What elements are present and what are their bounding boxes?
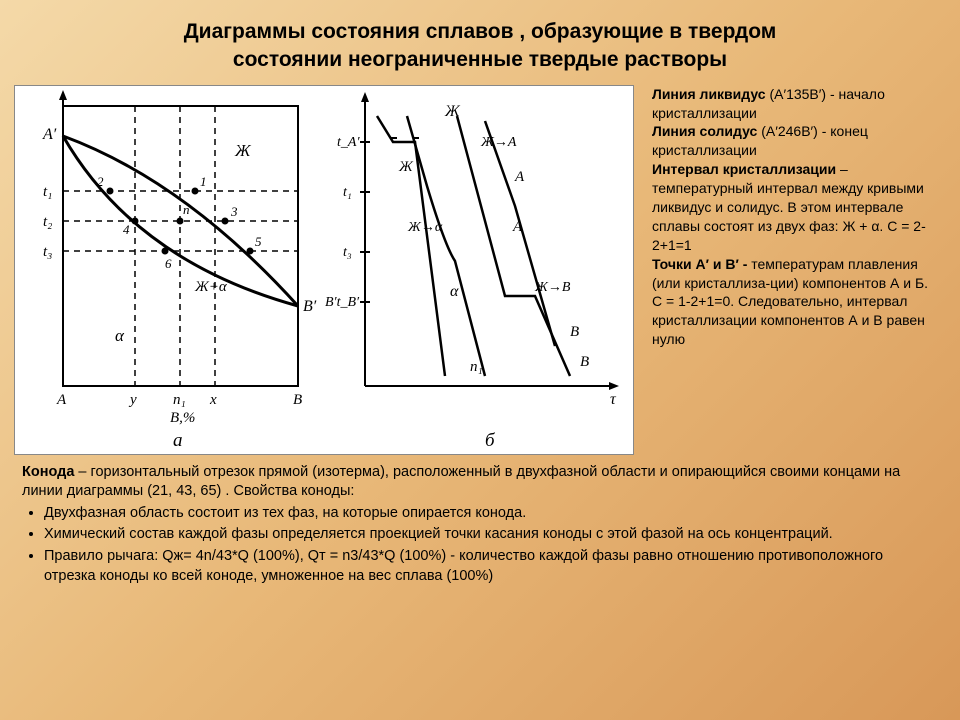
svg-text:t₃: t₃: [43, 244, 52, 260]
svg-text:Ж: Ж: [398, 159, 414, 175]
svg-text:б: б: [485, 430, 496, 451]
title-line-2: состоянии неограниченные твердые раствор…: [233, 48, 727, 71]
svg-text:t₃: t₃: [343, 245, 352, 260]
svg-text:5: 5: [255, 234, 262, 249]
svg-text:α: α: [115, 326, 125, 345]
svg-text:1: 1: [200, 174, 207, 189]
svg-text:t₂: t₂: [43, 214, 52, 230]
svg-text:Ж: Ж: [444, 103, 461, 120]
svg-text:A: A: [56, 392, 67, 408]
svg-text:A: A: [514, 169, 525, 185]
liquidus-label: Линия ликвидус: [652, 86, 766, 102]
svg-text:t_A′: t_A′: [337, 135, 360, 150]
svg-text:В: В: [570, 324, 579, 340]
side-p5: С = 1-2+1=0. Следовательно, интервал кри…: [652, 293, 925, 347]
svg-text:n₁: n₁: [470, 359, 483, 375]
svg-text:В: В: [580, 354, 589, 370]
bullet-1: Двухфазная область состоит из тех фаз, н…: [44, 504, 938, 524]
svg-text:α: α: [450, 283, 459, 300]
svg-text:Ж+α: Ж+α: [194, 279, 228, 295]
svg-text:3: 3: [230, 204, 238, 219]
svg-text:Ж→A: Ж→A: [480, 135, 517, 150]
bullet-2: Химический состав каждой фазы определяет…: [44, 525, 938, 545]
bottom-text: Конода – горизонтальный отрезок прямой (…: [0, 455, 960, 586]
svg-text:4: 4: [123, 222, 130, 237]
points-label: Точки А′ и В′ -: [652, 256, 747, 272]
svg-text:Ж→В: Ж→В: [534, 280, 571, 295]
svg-text:Ж→α: Ж→α: [407, 220, 443, 235]
svg-text:2: 2: [97, 174, 104, 189]
svg-text:A: A: [512, 219, 523, 235]
svg-text:B′: B′: [303, 298, 317, 315]
svg-text:t₁: t₁: [43, 184, 52, 200]
svg-text:t₁: t₁: [343, 185, 352, 200]
svg-text:B: B: [293, 392, 302, 408]
svg-text:n: n: [183, 202, 190, 217]
konoda-bullets: Двухфазная область состоит из тех фаз, н…: [22, 504, 938, 586]
svg-text:τ: τ: [610, 391, 617, 408]
svg-text:x: x: [209, 392, 217, 408]
svg-text:В,%: В,%: [170, 410, 195, 426]
svg-text:A′: A′: [42, 126, 57, 143]
solidus-label: Линия солидус: [652, 123, 757, 139]
svg-text:а: а: [173, 430, 183, 451]
svg-text:Ж: Ж: [234, 141, 252, 160]
interval-label: Интервал кристаллизации: [652, 161, 836, 177]
svg-text:6: 6: [165, 256, 172, 271]
svg-text:B′t_B′: B′t_B′: [325, 295, 360, 310]
side-text: Линия ликвидус (А′135В′) - начало криста…: [634, 85, 946, 455]
page-title: Диаграммы состояния сплавов , образующие…: [0, 0, 960, 85]
diagram-panel: A′ B′ t₁ t₂ t₃ A B y n₁ x В,% Ж α Ж+α 1 …: [14, 85, 634, 455]
konoda-label: Конода: [22, 464, 74, 480]
title-line-1: Диаграммы состояния сплавов , образующие…: [184, 20, 777, 43]
svg-text:y: y: [128, 392, 137, 408]
svg-text:n₁: n₁: [173, 392, 186, 408]
bullet-3: Правило рычага: Qж= 4n/43*Q (100%), Qт =…: [44, 547, 938, 586]
